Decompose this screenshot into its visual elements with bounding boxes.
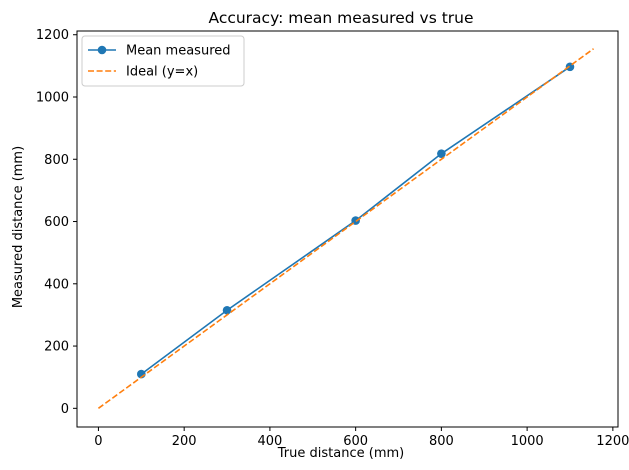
y-tick-label: 200 <box>44 340 69 355</box>
x-axis-ticks: 0 200 400 600 800 1000 1200 <box>94 427 629 449</box>
mean-measured-point <box>437 149 446 158</box>
y-tick-label: 400 <box>44 277 69 292</box>
x-tick-label: 0 <box>94 434 102 449</box>
legend-marker <box>97 45 107 55</box>
x-tick-label: 600 <box>343 434 368 449</box>
ideal-line <box>97 48 595 409</box>
y-tick-label: 1200 <box>36 28 69 43</box>
x-tick-label: 200 <box>172 434 197 449</box>
y-tick-label: 600 <box>44 215 69 230</box>
x-tick-label: 400 <box>257 434 282 449</box>
y-tick-label: 800 <box>44 153 69 168</box>
y-tick-label: 0 <box>61 402 69 417</box>
chart-title: Accuracy: mean measured vs true <box>208 9 473 27</box>
legend-box <box>81 35 245 87</box>
y-axis-label: Measured distance (mm) <box>11 146 26 308</box>
y-tick-label: 1000 <box>36 91 69 106</box>
series-layer <box>97 48 595 409</box>
x-tick-label: 1000 <box>511 434 544 449</box>
plot-area <box>76 30 619 428</box>
plot-frame <box>76 30 619 428</box>
y-axis-ticks: 0 200 400 600 800 1000 1200 <box>36 28 77 417</box>
legend-label: Mean measured <box>126 44 231 59</box>
mean-measured-point <box>222 305 232 315</box>
x-tick-label: 1200 <box>596 434 629 449</box>
legend-label: Ideal (y=x) <box>126 65 198 80</box>
legend: Mean measured Ideal (y=x) <box>81 35 245 87</box>
x-tick-label: 800 <box>429 434 454 449</box>
x-axis-label: True distance (mm) <box>277 446 404 461</box>
